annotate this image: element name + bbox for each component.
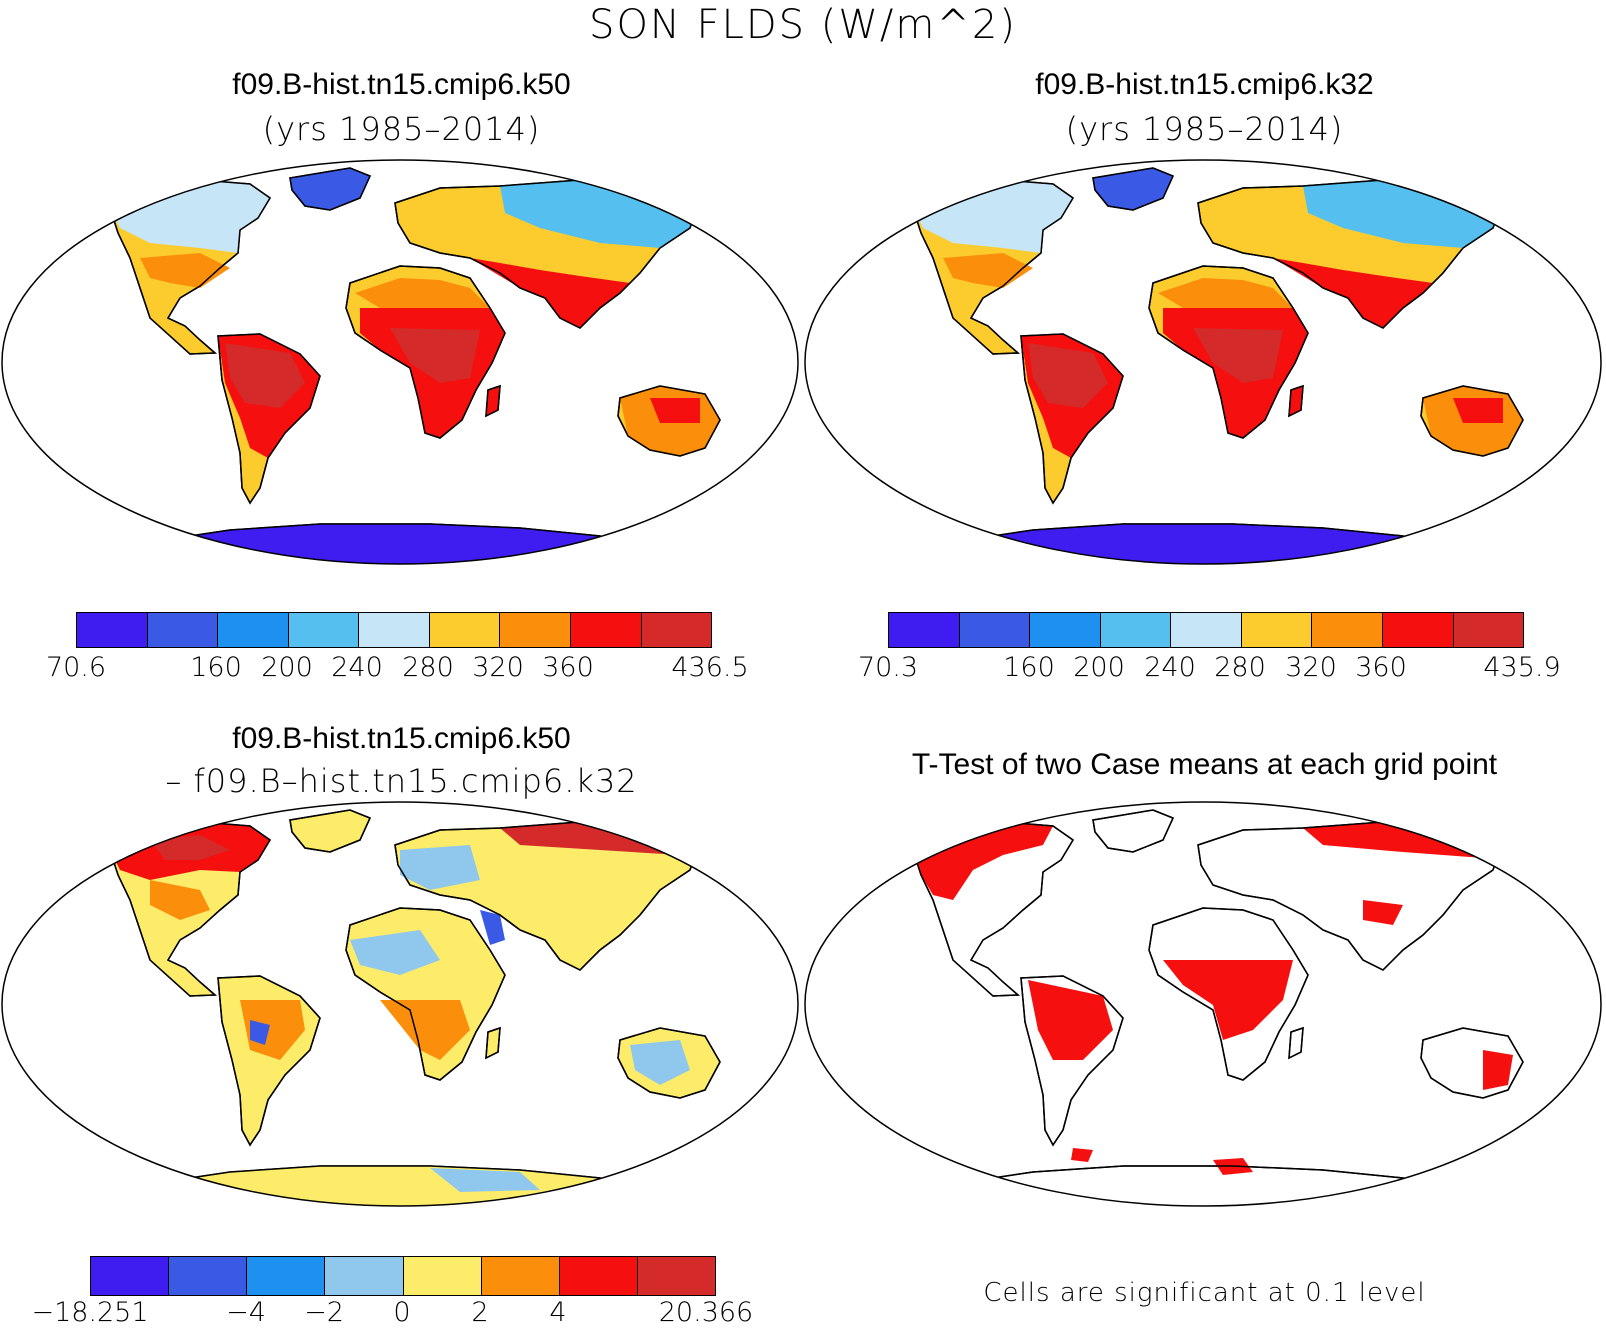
colorbar-case2-swatch bbox=[959, 613, 1031, 647]
colorbar-case1-label: 160 bbox=[190, 652, 242, 683]
colorbar-case1-label: 320 bbox=[472, 652, 524, 683]
panel-2-title: f09.B-hist.tn15.cmip6.k32 bbox=[1035, 68, 1374, 101]
colorbar-case2-label: 70.3 bbox=[857, 652, 919, 683]
colorbar-case2-swatch bbox=[889, 613, 960, 647]
map-difference bbox=[1, 801, 799, 1207]
colorbar-diff-label: 20.366 bbox=[658, 1297, 754, 1328]
colorbar-case2-swatch bbox=[1382, 613, 1454, 647]
panel-1-subtitle: (yrs 1985–2014) bbox=[262, 110, 541, 148]
colorbar-case1-swatch bbox=[641, 613, 712, 647]
map-case2 bbox=[804, 159, 1602, 565]
colorbar-case2-swatch bbox=[1100, 613, 1172, 647]
colorbar-difference-swatch bbox=[481, 1257, 560, 1295]
colorbar-case2-label: 435.9 bbox=[1483, 652, 1561, 683]
map-ttest bbox=[804, 801, 1602, 1207]
colorbar-diff-label: −18.251 bbox=[31, 1297, 149, 1328]
panel-2-subtitle: (yrs 1985–2014) bbox=[1065, 110, 1344, 148]
colorbar-case2-label: 160 bbox=[1003, 652, 1055, 683]
colorbar-case2-swatch bbox=[1030, 613, 1101, 647]
significance-footnote: Cells are significant at 0.1 level bbox=[983, 1278, 1426, 1308]
colorbar-diff-label: −2 bbox=[304, 1297, 344, 1328]
colorbar-diff-label: −4 bbox=[226, 1297, 266, 1328]
colorbar-case1-swatch bbox=[77, 613, 148, 647]
colorbar-case2-swatch bbox=[1241, 613, 1313, 647]
colorbar-case1-swatch bbox=[288, 613, 360, 647]
colorbar-case1-swatch bbox=[500, 613, 571, 647]
colorbar-difference-swatch bbox=[325, 1257, 404, 1295]
panel-1-title: f09.B-hist.tn15.cmip6.k50 bbox=[232, 68, 571, 101]
colorbar-case1-label: 280 bbox=[402, 652, 454, 683]
colorbar-case2-swatch bbox=[1453, 613, 1524, 647]
map-case1 bbox=[1, 159, 799, 565]
colorbar-difference-swatch bbox=[169, 1257, 248, 1295]
colorbar-case1-swatch bbox=[218, 613, 289, 647]
panel-4-title: T-Test of two Case means at each grid po… bbox=[911, 748, 1498, 781]
colorbar-case2-label: 200 bbox=[1073, 652, 1125, 683]
colorbar-case1-label: 70.6 bbox=[45, 652, 107, 683]
colorbar-case1-label: 240 bbox=[331, 652, 383, 683]
colorbar-case1-label: 200 bbox=[261, 652, 313, 683]
colorbar-case1-swatch bbox=[429, 613, 501, 647]
colorbar-case2-label: 280 bbox=[1214, 652, 1266, 683]
colorbar-case2 bbox=[888, 612, 1524, 648]
colorbar-diff-label: 4 bbox=[549, 1297, 567, 1328]
colorbar-case2-swatch bbox=[1312, 613, 1383, 647]
colorbar-diff-label: 0 bbox=[393, 1297, 411, 1328]
panel-3-title: f09.B-hist.tn15.cmip6.k50 bbox=[232, 722, 571, 755]
colorbar-case2-label: 360 bbox=[1355, 652, 1407, 683]
colorbar-case1-swatch bbox=[359, 613, 430, 647]
colorbar-case1-swatch bbox=[570, 613, 642, 647]
colorbar-difference-swatch bbox=[559, 1257, 638, 1295]
main-title: SON FLDS (W/m^2) bbox=[589, 2, 1017, 48]
colorbar-case2-label: 240 bbox=[1144, 652, 1196, 683]
colorbar-diff-label: 2 bbox=[471, 1297, 489, 1328]
colorbar-case1 bbox=[76, 612, 712, 648]
colorbar-case1-label: 436.5 bbox=[671, 652, 749, 683]
panel-3-subtitle: – f09.B–hist.tn15.cmip6.k32 bbox=[165, 762, 638, 800]
colorbar-case2-label: 320 bbox=[1285, 652, 1337, 683]
colorbar-case1-label: 360 bbox=[542, 652, 594, 683]
colorbar-difference-swatch bbox=[637, 1257, 715, 1295]
colorbar-difference-swatch bbox=[247, 1257, 326, 1295]
colorbar-case2-swatch bbox=[1171, 613, 1242, 647]
colorbar-difference-swatch bbox=[91, 1257, 170, 1295]
colorbar-difference bbox=[90, 1256, 716, 1296]
colorbar-case1-swatch bbox=[147, 613, 219, 647]
colorbar-difference-swatch bbox=[403, 1257, 482, 1295]
